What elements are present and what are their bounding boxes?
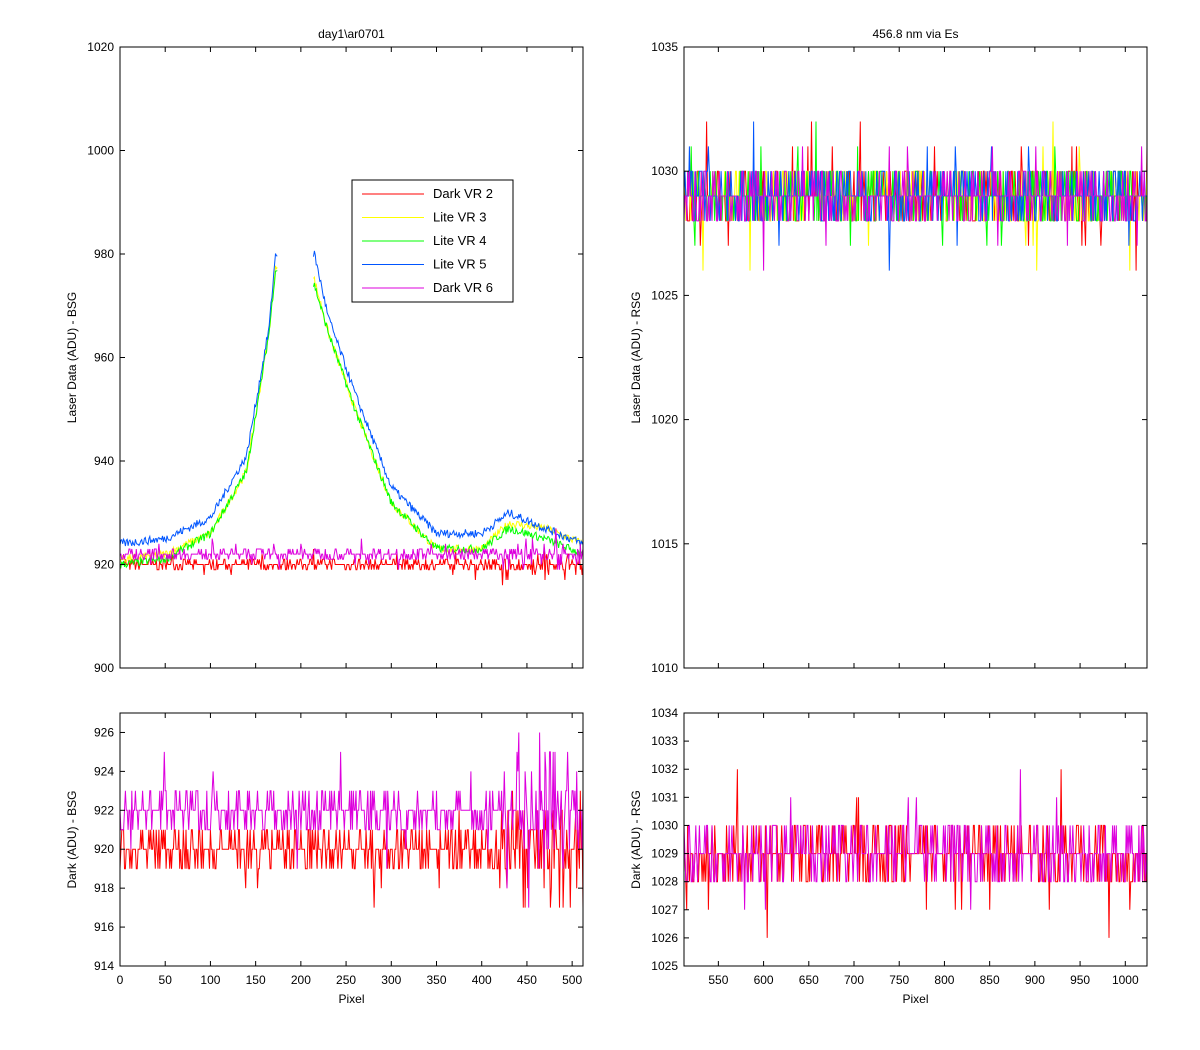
y-tick-label: 1025 bbox=[651, 959, 678, 973]
legend: Dark VR 2 Lite VR 3 Lite VR 4 Lite VR 5 Dark… bbox=[351, 179, 514, 303]
y-tick-label: 920 bbox=[94, 842, 114, 856]
y-tick-label: 1032 bbox=[651, 762, 678, 776]
y-tick-label: 1030 bbox=[651, 818, 678, 832]
x-axis-label: Pixel bbox=[338, 992, 364, 1006]
y-tick-label: 980 bbox=[94, 247, 114, 261]
axis-box bbox=[683, 712, 1148, 967]
x-tick-label: 850 bbox=[980, 973, 1000, 987]
y-tick-label: 1031 bbox=[651, 790, 678, 804]
y-tick-label: 916 bbox=[94, 920, 114, 934]
x-tick-label: 50 bbox=[159, 973, 173, 987]
y-tick-label: 1025 bbox=[651, 288, 678, 302]
x-tick-label: 600 bbox=[754, 973, 774, 987]
x-tick-label: 900 bbox=[1025, 973, 1045, 987]
legend-label: Dark VR 6 bbox=[433, 280, 493, 295]
x-tick-label: 950 bbox=[1070, 973, 1090, 987]
series-line-dark-vr-6 bbox=[684, 769, 1147, 910]
y-axis-label: Dark (ADU) - BSG bbox=[65, 790, 79, 888]
chart-1: 900 920 940 960 980 1000 1020 day1\ar0701 Laser … bbox=[65, 27, 584, 675]
x-tick-label: 400 bbox=[472, 973, 492, 987]
y-tick-label: 960 bbox=[94, 351, 114, 365]
x-tick-label: 0 bbox=[117, 973, 124, 987]
axis-box bbox=[119, 712, 584, 967]
y-tick-label: 1015 bbox=[651, 537, 678, 551]
legend-label: Lite VR 4 bbox=[433, 233, 486, 248]
y-tick-label: 1000 bbox=[87, 144, 114, 158]
legend-label: Lite VR 3 bbox=[433, 210, 486, 225]
y-tick-label: 1027 bbox=[651, 903, 678, 917]
series-line-lite-vr-4 bbox=[120, 270, 278, 569]
series-line-dark-vr-6 bbox=[120, 528, 583, 570]
y-axis-label: Dark (ADU) - RSG bbox=[629, 790, 643, 889]
legend-label: Dark VR 2 bbox=[433, 186, 493, 201]
y-tick-label: 926 bbox=[94, 725, 114, 739]
series-line-dark-vr-2 bbox=[684, 769, 1147, 938]
series-line-dark-vr-6 bbox=[684, 146, 1147, 271]
chart-2: 1010 1015 1020 1025 1030 1035 456.8 nm via Es L… bbox=[629, 27, 1148, 675]
series-line-dark-vr-6 bbox=[120, 732, 583, 908]
series-line-lite-vr-4 bbox=[313, 282, 583, 557]
x-tick-label: 750 bbox=[889, 973, 909, 987]
y-tick-label: 918 bbox=[94, 881, 114, 895]
x-tick-label: 700 bbox=[844, 973, 864, 987]
axis-box bbox=[683, 46, 1148, 669]
y-tick-label: 940 bbox=[94, 454, 114, 468]
series-line-lite-vr-5 bbox=[313, 250, 583, 547]
y-axis-label: Laser Data (ADU) - RSG bbox=[629, 291, 643, 423]
y-tick-label: 1028 bbox=[651, 875, 678, 889]
y-tick-label: 922 bbox=[94, 803, 114, 817]
series-group bbox=[684, 769, 1147, 938]
x-tick-label: 550 bbox=[708, 973, 728, 987]
y-tick-label: 1029 bbox=[651, 847, 678, 861]
plot-area bbox=[120, 47, 583, 668]
y-tick-label: 914 bbox=[94, 959, 114, 973]
y-tick-label: 1020 bbox=[651, 413, 678, 427]
series-group bbox=[684, 121, 1147, 271]
y-tick-label: 1033 bbox=[651, 734, 678, 748]
x-tick-label: 150 bbox=[246, 973, 266, 987]
series-line-dark-vr-2 bbox=[120, 790, 583, 908]
x-tick-label: 100 bbox=[200, 973, 220, 987]
series-group bbox=[120, 732, 583, 908]
chart-title: day1\ar0701 bbox=[318, 27, 385, 41]
x-axis-label: Pixel bbox=[902, 992, 928, 1006]
x-tick-label: 650 bbox=[799, 973, 819, 987]
series-line-lite-vr-5 bbox=[120, 253, 278, 547]
y-tick-label: 924 bbox=[94, 764, 114, 778]
x-tick-label: 450 bbox=[517, 973, 537, 987]
series-line-dark-vr-2 bbox=[120, 548, 583, 586]
x-tick-label: 1000 bbox=[1112, 973, 1139, 987]
y-tick-label: 1020 bbox=[87, 40, 114, 54]
x-tick-label: 500 bbox=[562, 973, 582, 987]
y-tick-label: 900 bbox=[94, 661, 114, 675]
legend-label: Lite VR 5 bbox=[433, 257, 486, 272]
series-group bbox=[120, 250, 583, 586]
y-axis-label: Laser Data (ADU) - BSG bbox=[65, 292, 79, 423]
x-tick-label: 250 bbox=[336, 973, 356, 987]
chart-3: 0 50 100 150 200 250 300 350 400 450 500 914 916 918 9… bbox=[65, 712, 584, 1006]
y-tick-label: 1035 bbox=[651, 40, 678, 54]
x-tick-label: 300 bbox=[381, 973, 401, 987]
x-tick-label: 350 bbox=[426, 973, 446, 987]
chart-title: 456.8 nm via Es bbox=[872, 27, 958, 41]
x-tick-label: 800 bbox=[934, 973, 954, 987]
y-tick-label: 1010 bbox=[651, 661, 678, 675]
chart-4: 550 600 650 700 750 800 850 900 950 1000 1025 1026 1… bbox=[629, 706, 1148, 1006]
y-tick-label: 1026 bbox=[651, 931, 678, 945]
y-tick-label: 1030 bbox=[651, 164, 678, 178]
x-tick-label: 200 bbox=[291, 973, 311, 987]
y-tick-label: 1034 bbox=[651, 706, 678, 720]
y-tick-label: 920 bbox=[94, 558, 114, 572]
